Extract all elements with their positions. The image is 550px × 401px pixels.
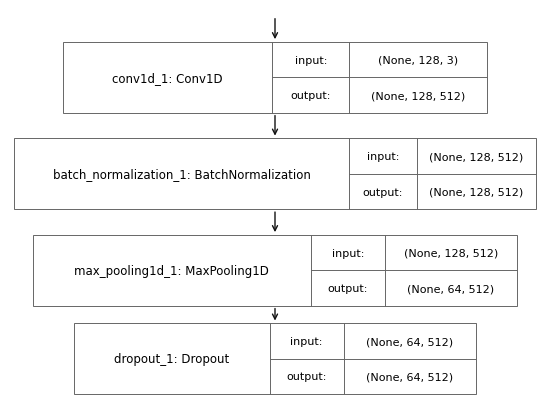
Text: (None, 128, 512): (None, 128, 512) [430, 152, 524, 162]
Bar [33, 235, 517, 306]
Bar [74, 324, 476, 394]
Text: (None, 128, 512): (None, 128, 512) [404, 248, 498, 258]
Text: (None, 128, 3): (None, 128, 3) [378, 56, 458, 65]
Text: conv1d_1: Conv1D: conv1d_1: Conv1D [112, 72, 223, 85]
Text: output:: output: [362, 187, 403, 197]
Text: (None, 64, 512): (None, 64, 512) [408, 284, 494, 293]
Text: output:: output: [290, 91, 331, 101]
Text: (None, 64, 512): (None, 64, 512) [366, 336, 453, 346]
Text: dropout_1: Dropout: dropout_1: Dropout [114, 352, 229, 365]
Text: batch_normalization_1: BatchNormalization: batch_normalization_1: BatchNormalizatio… [53, 168, 310, 181]
Bar [63, 43, 487, 113]
Text: input:: input: [295, 56, 327, 65]
Text: (None, 128, 512): (None, 128, 512) [430, 187, 524, 197]
Bar [14, 139, 536, 210]
Text: input:: input: [332, 248, 364, 258]
Text: max_pooling1d_1: MaxPooling1D: max_pooling1d_1: MaxPooling1D [74, 264, 270, 277]
Text: input:: input: [290, 336, 323, 346]
Text: (None, 64, 512): (None, 64, 512) [366, 372, 453, 381]
Text: (None, 128, 512): (None, 128, 512) [371, 91, 465, 101]
Text: output:: output: [287, 372, 327, 381]
Text: input:: input: [367, 152, 399, 162]
Text: output:: output: [328, 284, 368, 293]
